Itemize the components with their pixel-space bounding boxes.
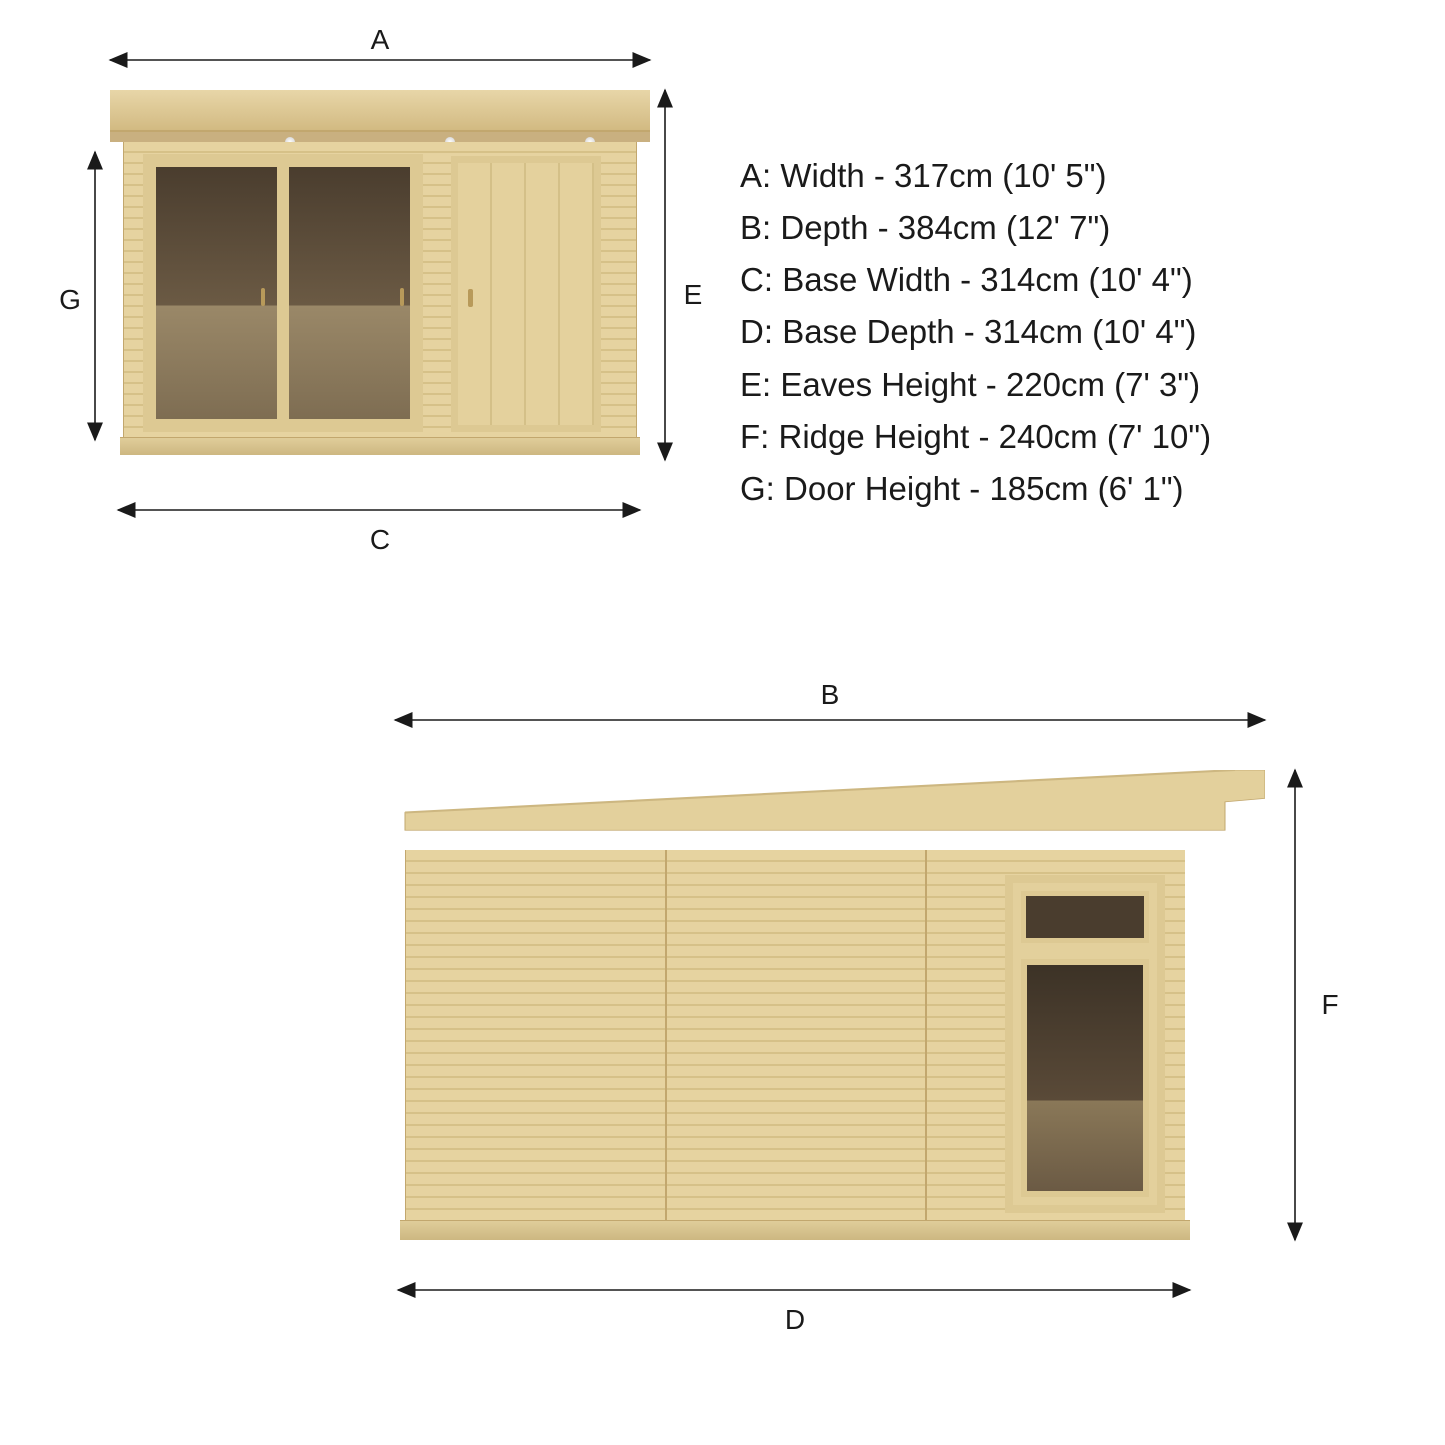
legend-name: Base Width bbox=[782, 261, 951, 298]
legend-key: G bbox=[740, 470, 766, 507]
storage-door bbox=[451, 156, 601, 432]
dim-label-b: B bbox=[821, 679, 840, 711]
diagram-canvas: A C E G B D F A: Width - 317cm (10' 5") … bbox=[0, 0, 1445, 1445]
legend-name: Width bbox=[780, 157, 864, 194]
legend-key: A bbox=[740, 157, 762, 194]
legend-row-f: F: Ridge Height - 240cm (7' 10") bbox=[740, 411, 1380, 463]
french-doors bbox=[143, 154, 423, 432]
legend-value: 314cm (10' 4") bbox=[980, 261, 1192, 298]
legend-row-g: G: Door Height - 185cm (6' 1") bbox=[740, 463, 1380, 515]
legend-key: B bbox=[740, 209, 762, 246]
legend-name: Base Depth bbox=[782, 313, 954, 350]
legend-key: F bbox=[740, 418, 760, 455]
front-soffit bbox=[110, 132, 650, 142]
front-elevation bbox=[115, 90, 645, 460]
legend-name: Door Height bbox=[784, 470, 960, 507]
dimensions-legend: A: Width - 317cm (10' 5") B: Depth - 384… bbox=[740, 150, 1380, 515]
front-base-plinth bbox=[120, 437, 640, 455]
legend-name: Depth bbox=[780, 209, 868, 246]
dim-label-a: A bbox=[371, 24, 390, 56]
legend-value: 314cm (10' 4") bbox=[984, 313, 1196, 350]
panel-joint bbox=[665, 850, 667, 1220]
legend-row-b: B: Depth - 384cm (12' 7") bbox=[740, 202, 1380, 254]
dim-label-c: C bbox=[370, 524, 390, 556]
door-leaf-right bbox=[283, 161, 416, 425]
legend-name: Eaves Height bbox=[780, 366, 976, 403]
legend-value: 185cm (6' 1") bbox=[989, 470, 1183, 507]
legend-row-a: A: Width - 317cm (10' 5") bbox=[740, 150, 1380, 202]
side-window bbox=[1005, 875, 1165, 1213]
legend-key: D bbox=[740, 313, 764, 350]
dim-label-e: E bbox=[684, 279, 703, 311]
legend-value: 240cm (7' 10") bbox=[999, 418, 1211, 455]
side-elevation bbox=[365, 740, 1265, 1260]
legend-row-e: E: Eaves Height - 220cm (7' 3") bbox=[740, 359, 1380, 411]
legend-row-d: D: Base Depth - 314cm (10' 4") bbox=[740, 306, 1380, 358]
legend-name: Ridge Height bbox=[779, 418, 970, 455]
window-pane bbox=[1021, 959, 1149, 1197]
door-leaf-left bbox=[150, 161, 283, 425]
legend-value: 317cm (10' 5") bbox=[894, 157, 1106, 194]
front-roof bbox=[110, 90, 650, 132]
legend-key: E bbox=[740, 366, 762, 403]
panel-joint bbox=[925, 850, 927, 1220]
side-roof bbox=[395, 770, 1265, 855]
legend-row-c: C: Base Width - 314cm (10' 4") bbox=[740, 254, 1380, 306]
legend-value: 384cm (12' 7") bbox=[898, 209, 1110, 246]
dim-label-g: G bbox=[59, 284, 81, 316]
transom-window bbox=[1021, 891, 1149, 943]
side-base-plinth bbox=[400, 1220, 1190, 1240]
legend-key: C bbox=[740, 261, 764, 298]
dim-label-f: F bbox=[1321, 989, 1338, 1021]
legend-value: 220cm (7' 3") bbox=[1006, 366, 1200, 403]
dim-label-d: D bbox=[785, 1304, 805, 1336]
